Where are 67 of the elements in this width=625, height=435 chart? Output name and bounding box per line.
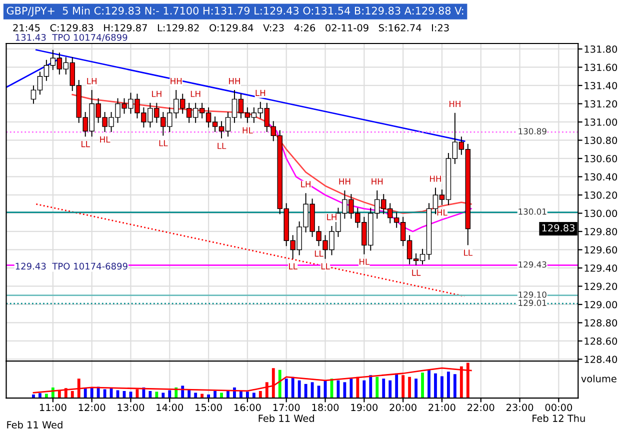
x-tick-label: 14:00 — [156, 404, 184, 412]
annotation: 129.83 — [542, 224, 574, 232]
annotation: LL — [321, 263, 330, 270]
annotation: LL — [412, 270, 421, 276]
y-tick-label: 130.60 — [584, 154, 618, 162]
annotation: LH — [301, 181, 310, 188]
x-tick-label: 16:00 — [234, 404, 261, 412]
y-tick-label: 128.80 — [584, 319, 618, 327]
x-tick-label: 19:00 — [351, 404, 378, 412]
annotation: LL — [82, 141, 90, 148]
y-tick-label: 130.20 — [584, 191, 618, 199]
y-tick-label: 131.40 — [584, 82, 618, 90]
y-tick-label: 128.40 — [584, 356, 618, 364]
annotation: HH — [372, 178, 383, 185]
annotation: LL — [314, 250, 324, 257]
x-tick-label: 22:00 — [468, 404, 494, 412]
ref-line-label: 130.89 — [518, 128, 546, 134]
y-tick-label: 129.60 — [584, 246, 618, 254]
x-tick-label: 18:00 — [312, 404, 339, 412]
annotation: LH — [190, 90, 200, 97]
annotation: LH — [152, 90, 162, 97]
y-tick-label: 131.00 — [584, 118, 618, 126]
y-tick-label: 131.20 — [584, 100, 618, 108]
annotation: HL — [360, 258, 370, 265]
x-tick-label: 13:00 — [118, 404, 144, 412]
text: 131.43 TPO 10174/6899 — [16, 34, 128, 42]
ref-line-label: 129.10 — [518, 291, 546, 298]
y-tick-label: 131.60 — [584, 64, 618, 72]
annotation: LL — [218, 142, 226, 149]
y-tick-label: 129.80 — [584, 228, 618, 236]
annotation: HH — [430, 176, 441, 182]
annotation: LH — [87, 78, 96, 84]
y-tick-label: 129.20 — [584, 282, 618, 290]
x-tick-label: 23:00 — [506, 404, 534, 412]
annotation: LL — [289, 263, 298, 270]
y-tick-label: 131.80 — [584, 45, 618, 53]
y-tick-label: 130.00 — [584, 210, 618, 218]
annotation: HH — [170, 78, 182, 84]
chart-title: GBP/JPY+ 5 Min C:129.83 N:- 1.7100 H:131.79 L:129.43 O:131.54 B:129.83 A:129.88 V: — [6, 6, 464, 17]
y-tick-label: 130.80 — [584, 136, 618, 144]
chart-subtitle: 21:45 C:129.83 H:129.87 L:129.82 O:129.84 V:23 4:26 02-11-09 S:162.74 I:23 — [13, 24, 449, 32]
x-tick-label: 12:00 — [78, 404, 106, 412]
text: Feb 11 Wed — [7, 420, 62, 428]
ref-line-label: 130.01 — [518, 208, 546, 215]
x-tick-label: 15:00 — [196, 404, 222, 412]
annotation: LH — [256, 90, 266, 96]
y-tick-label: 128.60 — [584, 337, 618, 345]
y-tick-label: 129.40 — [584, 264, 618, 272]
annotation: HH — [449, 100, 460, 107]
x-tick-label: 11:00 — [40, 404, 66, 412]
annotation: HL — [437, 209, 448, 216]
ref-line-label: 129.01 — [518, 300, 546, 306]
annotation: LH — [327, 214, 336, 220]
annotation: LL — [159, 140, 168, 146]
y-tick-label: 129.00 — [584, 300, 618, 308]
annotation: HH — [339, 178, 350, 185]
y-axis-title: volume — [581, 374, 616, 382]
x-tick-label: 00:00 Feb 12 Thu — [532, 404, 585, 422]
x-tick-label: 21:00 — [428, 404, 456, 412]
annotation: HL — [100, 136, 110, 143]
annotation: HH — [229, 78, 240, 84]
annotation: 129.43 TPO 10174-6899 — [16, 262, 128, 270]
annotation: HL — [242, 127, 253, 134]
annotation: LL — [464, 250, 472, 256]
ref-line-label: 129.43 — [518, 261, 546, 268]
x-tick-label: 20:00 — [390, 404, 416, 412]
y-tick-label: 130.40 — [584, 173, 618, 181]
